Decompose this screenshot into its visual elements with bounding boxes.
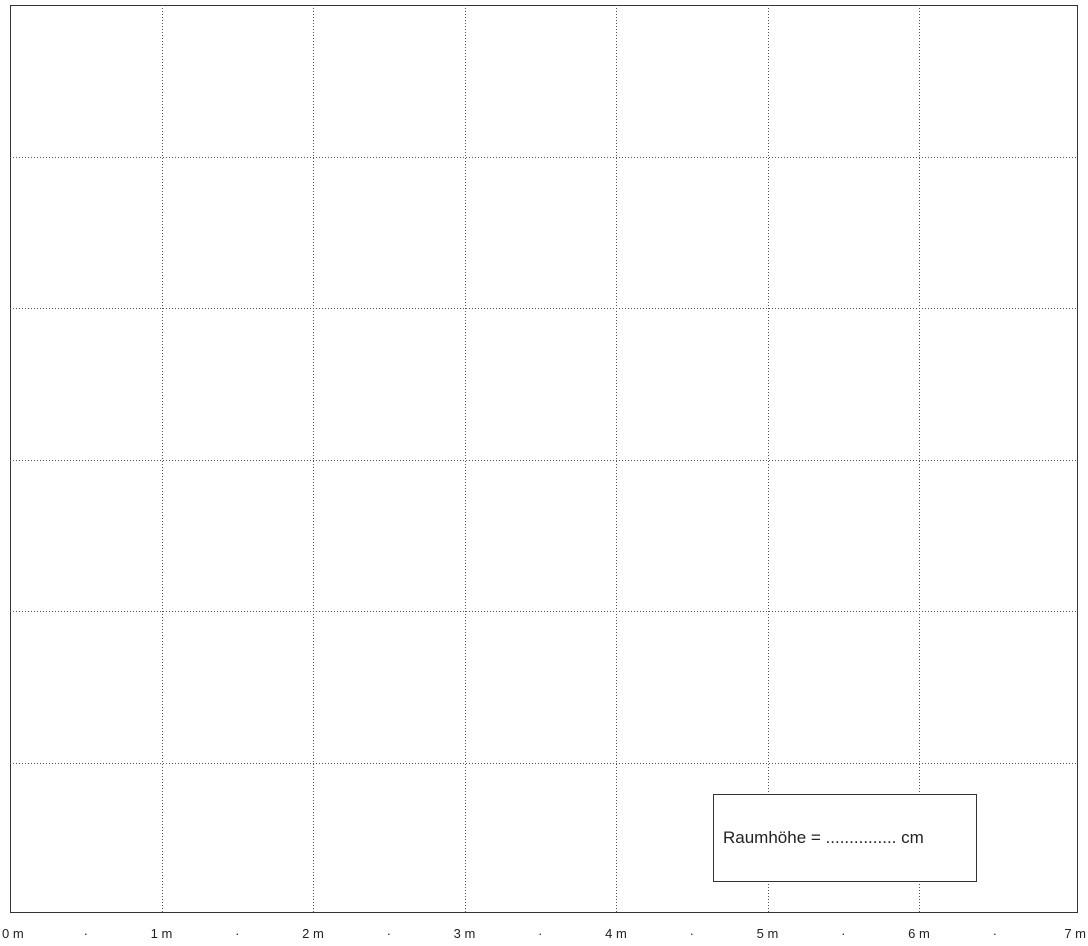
scale-half-marker: · bbox=[689, 926, 694, 941]
scale-label: 3 m bbox=[453, 926, 476, 941]
scale-label: 5 m bbox=[756, 926, 779, 941]
scale-half-marker: · bbox=[83, 926, 88, 941]
scale-label: 0 m bbox=[2, 926, 24, 941]
scale-label: 1 m bbox=[150, 926, 173, 941]
scale-label: 6 m bbox=[908, 926, 930, 941]
scale-label: 2 m bbox=[302, 926, 324, 941]
scale-half-marker: · bbox=[235, 926, 240, 941]
scale-half-marker: · bbox=[841, 926, 846, 941]
scale-half-marker: · bbox=[538, 926, 543, 941]
floor-plan-grid-frame bbox=[10, 5, 1078, 913]
scale-half-marker: · bbox=[992, 926, 997, 941]
room-height-box[interactable]: Raumhöhe = ............... cm bbox=[713, 794, 977, 882]
scale-half-marker: · bbox=[386, 926, 391, 941]
scale-label: 4 m bbox=[605, 926, 627, 941]
scale-label: 7 m bbox=[1064, 926, 1086, 941]
room-height-label: Raumhöhe = ............... cm bbox=[723, 828, 924, 847]
